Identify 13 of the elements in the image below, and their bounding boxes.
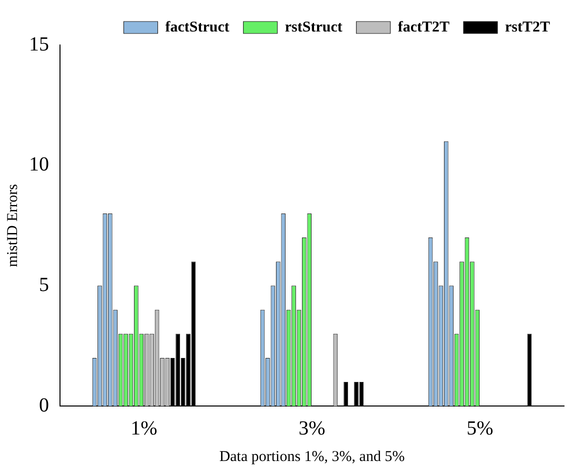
x-axis-title: Data portions 1%, 3%, and 5% [219,448,405,465]
y-axis-title: mistID Errors [4,184,21,267]
y-tick-label: 0 [39,394,49,416]
legend-label: factStruct [165,19,230,36]
x-tick-label: 5% [466,417,494,440]
x-tick-label: 3% [298,417,326,440]
legend-label: factT2T [398,19,450,36]
y-tick-label: 10 [29,154,49,176]
x-tick-label: 1% [130,417,158,440]
y-tick-label: 5 [39,274,49,296]
legend-label: rstT2T [505,19,550,36]
legend-label: rstStruct [284,19,342,36]
y-tick-label: 15 [29,33,49,56]
